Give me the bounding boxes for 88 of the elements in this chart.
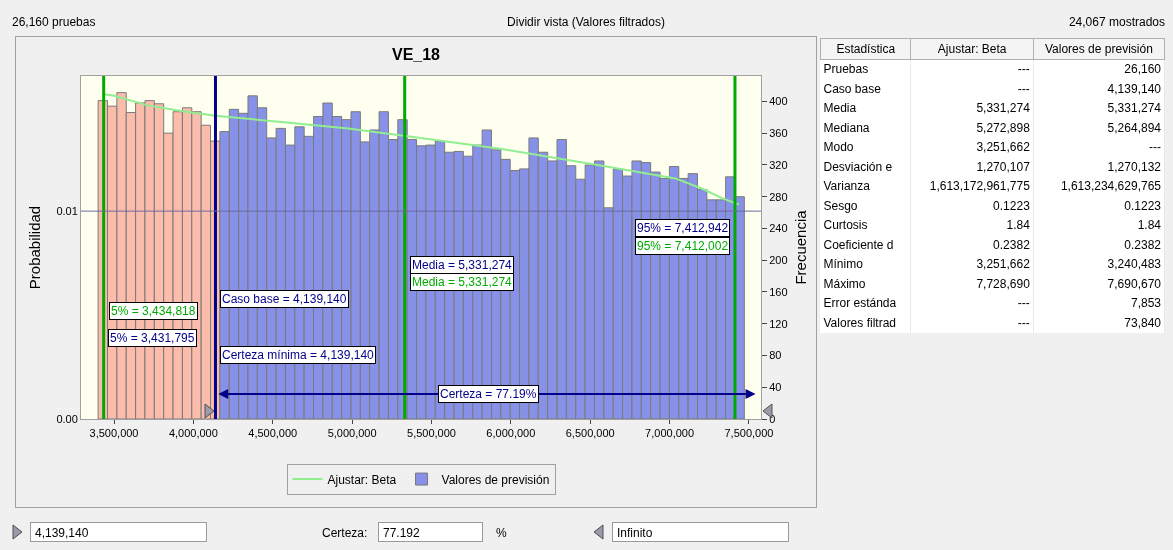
- text: 26,160 pruebas: [12, 15, 96, 29]
- text: Infinito: [612, 522, 789, 542]
- text: ---: [910, 293, 1034, 313]
- text: Mediana: [820, 118, 911, 138]
- text: 7,853: [1033, 293, 1165, 313]
- y2-tick-label: 360: [769, 127, 788, 140]
- legend-label: Ajustar: Beta: [327, 472, 397, 487]
- annotation: Certeza mínima = 4,139,140: [222, 348, 375, 362]
- text: Dividir vista (Valores filtrados): [507, 15, 665, 29]
- x-tick-label: 6,000,000: [486, 427, 536, 440]
- annotation: 95% = 7,412,942: [637, 221, 729, 235]
- text: Media: [820, 98, 911, 118]
- y2-tick-label: 240: [769, 222, 788, 235]
- text: 5,264,894: [1033, 118, 1165, 138]
- annotation: Media = 5,331,274: [412, 258, 513, 272]
- text: 3,240,483: [1033, 254, 1165, 274]
- text: ---: [910, 313, 1034, 333]
- text: Máximo: [820, 274, 911, 294]
- text: 4,139,140: [30, 522, 207, 542]
- text: 5,331,274: [1033, 98, 1165, 118]
- text: 3,251,662: [910, 137, 1034, 157]
- y-axis-title: Probabilidad: [25, 205, 43, 290]
- x-tick-label: 6,500,000: [565, 427, 615, 440]
- text: 0.2382: [910, 235, 1034, 255]
- x-tick-label: 5,000,000: [327, 427, 377, 440]
- y2-tick-label: 280: [769, 190, 788, 203]
- text: 0.1223: [1033, 196, 1165, 216]
- text: Error estánda: [820, 293, 911, 313]
- text: Ajustar: Beta: [910, 38, 1034, 59]
- text: 5,331,274: [910, 98, 1034, 118]
- text: Pruebas: [820, 59, 911, 79]
- text: Estadística: [820, 38, 911, 59]
- ref-line-label: 5% = 3,434,818: [111, 304, 196, 318]
- text: Curtosis: [820, 215, 911, 235]
- text: 26,160: [1033, 59, 1165, 79]
- text: 1.84: [910, 215, 1034, 235]
- y2-tick-label: 120: [769, 317, 788, 330]
- text: 1,613,234,629,765: [1033, 176, 1165, 196]
- y-tick-label: 0.00: [56, 412, 78, 425]
- text: Varianza: [820, 176, 911, 196]
- text: Desviación e: [820, 157, 911, 177]
- text: 0.2382: [1033, 235, 1165, 255]
- text: 73,840: [1033, 313, 1165, 333]
- y2-tick-label: 40: [769, 381, 782, 394]
- text: 77.192: [378, 522, 483, 542]
- text: 5,272,898: [910, 118, 1034, 138]
- text: Modo: [820, 137, 911, 157]
- y2-tick-label: 80: [769, 349, 782, 362]
- text: 24,067 mostrados: [1068, 15, 1165, 29]
- text: Valores filtrad: [820, 313, 911, 333]
- y2-tick-label: 400: [769, 95, 788, 108]
- x-tick-label: 3,500,000: [89, 427, 139, 440]
- text: 1,613,172,961,775: [910, 176, 1034, 196]
- annotation: Certeza = 77.19%: [440, 387, 537, 401]
- x-tick-label: 7,000,000: [645, 427, 695, 440]
- y-tick-label: 0.01: [56, 204, 78, 217]
- x-tick-label: 7,500,000: [724, 427, 774, 440]
- annotation: 5% = 3,431,795: [110, 331, 195, 345]
- text: 3,251,662: [910, 254, 1034, 274]
- text: Sesgo: [820, 196, 911, 216]
- x-tick-label: 4,000,000: [168, 427, 218, 440]
- text: 0.1223: [910, 196, 1034, 216]
- y2-axis-title: Frecuencia: [791, 209, 809, 285]
- ref-line-label: Caso base = 4,139,140: [222, 292, 347, 306]
- text: 1,270,132: [1033, 157, 1165, 177]
- text: 7,690,670: [1033, 274, 1165, 294]
- text: 1.84: [1033, 215, 1165, 235]
- legend-label: Valores de previsión: [441, 472, 550, 487]
- text: Mínimo: [820, 254, 911, 274]
- y2-tick-label: 200: [769, 254, 788, 267]
- text: 4,139,140: [1033, 79, 1165, 99]
- text: Caso base: [820, 79, 911, 99]
- text: 7,728,690: [910, 274, 1034, 294]
- text: Certeza:: [322, 526, 368, 540]
- y2-tick-label: 160: [769, 285, 788, 298]
- text: %: [496, 526, 507, 540]
- text: ---: [910, 79, 1034, 99]
- text: 1,270,107: [910, 157, 1034, 177]
- ref-line-label: 95% = 7,412,002: [637, 239, 729, 253]
- chart-title: VE_18: [391, 45, 441, 63]
- text: Valores de previsión: [1033, 38, 1165, 59]
- text: Coeficiente d: [820, 235, 911, 255]
- y2-tick-label: 320: [769, 158, 788, 171]
- ref-line-label: Media = 5,331,274: [412, 275, 513, 289]
- x-tick-label: 5,500,000: [407, 427, 456, 440]
- text: ---: [910, 59, 1034, 79]
- x-tick-label: 4,500,000: [248, 427, 298, 440]
- text: ---: [1033, 137, 1165, 157]
